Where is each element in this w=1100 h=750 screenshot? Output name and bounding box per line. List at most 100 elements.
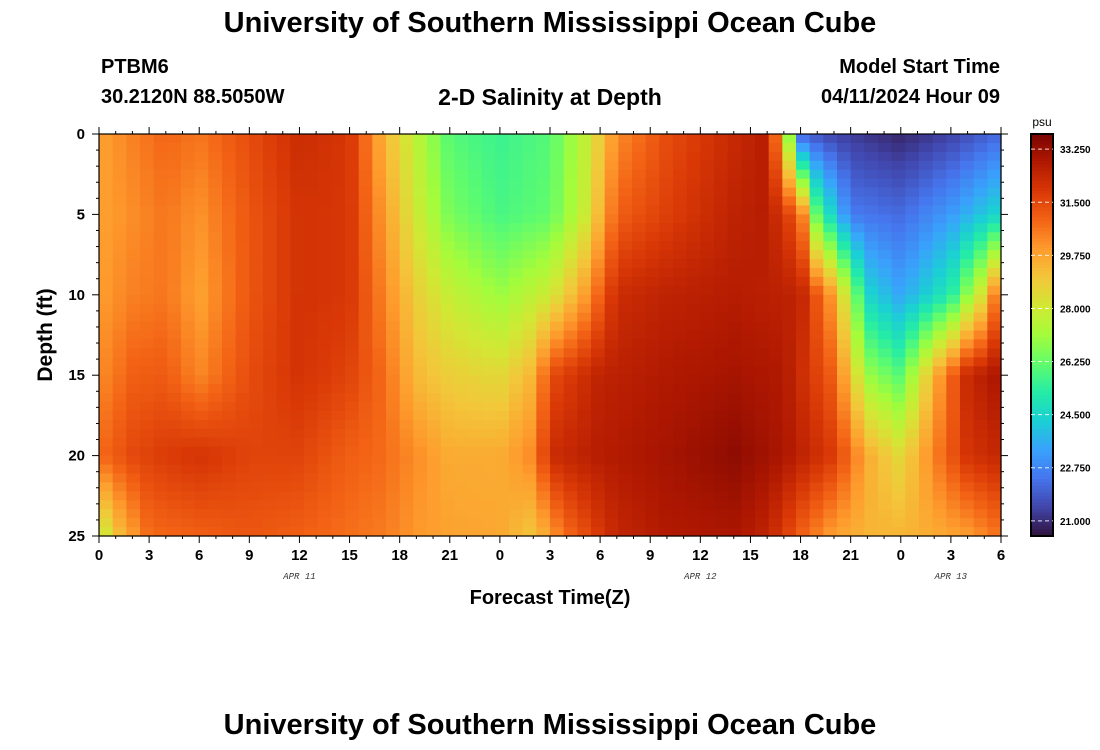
heatmap-cell xyxy=(796,428,811,439)
heatmap-cell xyxy=(577,321,592,332)
heatmap-cell xyxy=(222,196,237,207)
heatmap-cell xyxy=(796,419,811,430)
heatmap-cell xyxy=(194,491,209,501)
colorbar-segment xyxy=(1031,174,1053,179)
heatmap-cell xyxy=(837,428,852,439)
heatmap-cell xyxy=(249,134,264,144)
heatmap-cell xyxy=(823,518,838,528)
heatmap-cell xyxy=(932,473,947,483)
heatmap-cell xyxy=(372,285,387,296)
heatmap-cell xyxy=(919,205,934,215)
heatmap-cell xyxy=(700,500,715,510)
heatmap-cell xyxy=(987,241,1002,251)
heatmap-cell xyxy=(317,223,332,233)
heatmap-cell xyxy=(194,339,209,349)
heatmap-cell xyxy=(153,232,168,242)
x-tick-label: 3 xyxy=(546,547,554,564)
heatmap-cell xyxy=(331,268,346,278)
heatmap-cell xyxy=(481,142,496,153)
heatmap-cell xyxy=(714,393,729,403)
heatmap-cell xyxy=(194,268,209,278)
heatmap-cell xyxy=(686,384,701,394)
heatmap-cell xyxy=(399,160,414,171)
heatmap-cell xyxy=(796,500,811,510)
heatmap-cell xyxy=(645,223,660,233)
heatmap-cell xyxy=(194,500,209,510)
heatmap-cell xyxy=(345,268,360,278)
heatmap-cell xyxy=(823,134,838,144)
heatmap-cell xyxy=(468,473,483,483)
heatmap-cell xyxy=(440,330,455,341)
heatmap-cell xyxy=(768,366,783,376)
heatmap-cell xyxy=(290,339,305,349)
heatmap-cell xyxy=(700,437,715,448)
heatmap-cell xyxy=(809,321,824,332)
heatmap-cell xyxy=(427,491,442,501)
heatmap-cell xyxy=(509,473,524,483)
heatmap-cell xyxy=(276,366,291,376)
heatmap-cell xyxy=(946,196,961,207)
heatmap-cell xyxy=(317,187,332,198)
heatmap-cell xyxy=(522,527,537,537)
heatmap-cell xyxy=(768,259,783,269)
heatmap-cell xyxy=(919,151,934,162)
heatmap-cell xyxy=(112,437,127,448)
heatmap-cell xyxy=(632,187,647,198)
heatmap-cell xyxy=(290,169,305,180)
heatmap-cell xyxy=(905,527,920,537)
heatmap-cell xyxy=(304,402,319,412)
heatmap-cell xyxy=(167,178,182,189)
heatmap-cell xyxy=(550,482,565,492)
colorbar-segment xyxy=(1031,402,1053,406)
heatmap-cell xyxy=(591,500,606,510)
heatmap-cell xyxy=(126,142,141,153)
heatmap-cell xyxy=(509,214,524,224)
heatmap-cell xyxy=(454,473,469,483)
heatmap-cell xyxy=(673,276,688,287)
heatmap-cell xyxy=(399,455,414,466)
heatmap-cell xyxy=(372,482,387,492)
heatmap-cell xyxy=(222,500,237,510)
heatmap-cell xyxy=(796,134,811,144)
heatmap-cell xyxy=(686,259,701,269)
heatmap-cell xyxy=(454,428,469,439)
heatmap-cell xyxy=(946,482,961,492)
colorbar-segment xyxy=(1031,388,1053,393)
heatmap-cell xyxy=(618,357,633,367)
heatmap-cell xyxy=(632,473,647,483)
heatmap-cell xyxy=(399,214,414,224)
heatmap-cell xyxy=(454,151,469,162)
colorbar-segment xyxy=(1031,221,1053,226)
heatmap-cell xyxy=(509,402,524,412)
heatmap-cell xyxy=(905,482,920,492)
heatmap-cell xyxy=(960,393,975,403)
heatmap-cell xyxy=(960,205,975,215)
heatmap-cell xyxy=(563,223,578,233)
heatmap-cell xyxy=(591,419,606,430)
heatmap-cell xyxy=(946,473,961,483)
heatmap-cell xyxy=(932,509,947,519)
x-tick-label: 6 xyxy=(596,547,604,564)
heatmap-cell xyxy=(673,348,688,358)
heatmap-cell xyxy=(932,142,947,153)
heatmap-cell xyxy=(673,473,688,483)
heatmap-cell xyxy=(604,178,619,189)
heatmap-cell xyxy=(153,482,168,492)
heatmap-cell xyxy=(823,232,838,242)
heatmap-cell xyxy=(673,509,688,519)
heatmap-cell xyxy=(276,500,291,510)
heatmap-cell xyxy=(495,446,510,457)
heatmap-cell xyxy=(536,294,551,305)
heatmap-cell xyxy=(304,428,319,439)
heatmap-cell xyxy=(181,142,196,153)
heatmap-cell xyxy=(850,134,865,144)
heatmap-cell xyxy=(850,491,865,501)
heatmap-cell xyxy=(741,393,756,403)
heatmap-cell xyxy=(782,321,797,332)
heatmap-cell xyxy=(878,473,893,483)
heatmap-cell xyxy=(317,491,332,501)
heatmap-cell xyxy=(509,268,524,278)
heatmap-cell xyxy=(700,187,715,198)
heatmap-cell xyxy=(782,366,797,376)
heatmap-cell xyxy=(249,321,264,332)
